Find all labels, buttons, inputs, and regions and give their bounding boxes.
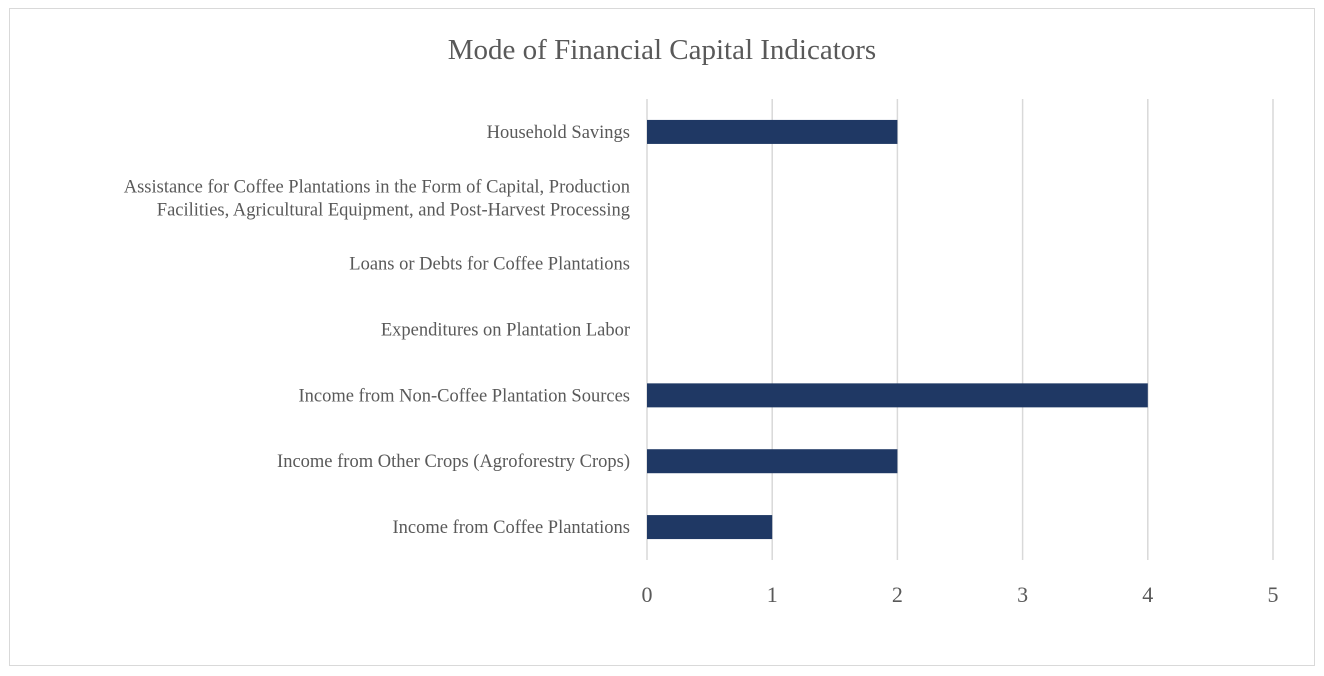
chart-frame bbox=[9, 8, 1315, 666]
x-tick-label: 1 bbox=[767, 582, 778, 607]
chart-title: Mode of Financial Capital Indicators bbox=[448, 34, 876, 66]
x-tick-label: 3 bbox=[1017, 582, 1028, 607]
bars bbox=[647, 119, 1148, 540]
category-label: Loans or Debts for Coffee Plantations bbox=[349, 255, 630, 275]
bar bbox=[647, 515, 773, 540]
x-tick-label: 5 bbox=[1268, 582, 1279, 607]
category-label: Income from Other Crops (Agroforestry Cr… bbox=[277, 452, 630, 472]
bar bbox=[647, 383, 1148, 408]
category-label: Income from Coffee Plantations bbox=[392, 518, 630, 538]
category-labels: Income from Coffee Plantations Income fro… bbox=[124, 123, 630, 538]
category-label: Income from Non-Coffee Plantation Source… bbox=[298, 386, 630, 406]
category-label: Household Savings bbox=[487, 123, 630, 143]
gridlines bbox=[646, 99, 1274, 560]
category-label: Assistance for Coffee Plantations in the… bbox=[124, 177, 630, 220]
x-tick-label: 0 bbox=[642, 582, 653, 607]
x-tick-label: 2 bbox=[892, 582, 903, 607]
bar bbox=[647, 449, 898, 474]
x-tick-label: 4 bbox=[1142, 582, 1153, 607]
category-label: Expenditures on Plantation Labor bbox=[381, 321, 630, 341]
x-tick-labels: 0 1 2 3 4 5 bbox=[642, 582, 1279, 607]
bar bbox=[647, 119, 898, 144]
